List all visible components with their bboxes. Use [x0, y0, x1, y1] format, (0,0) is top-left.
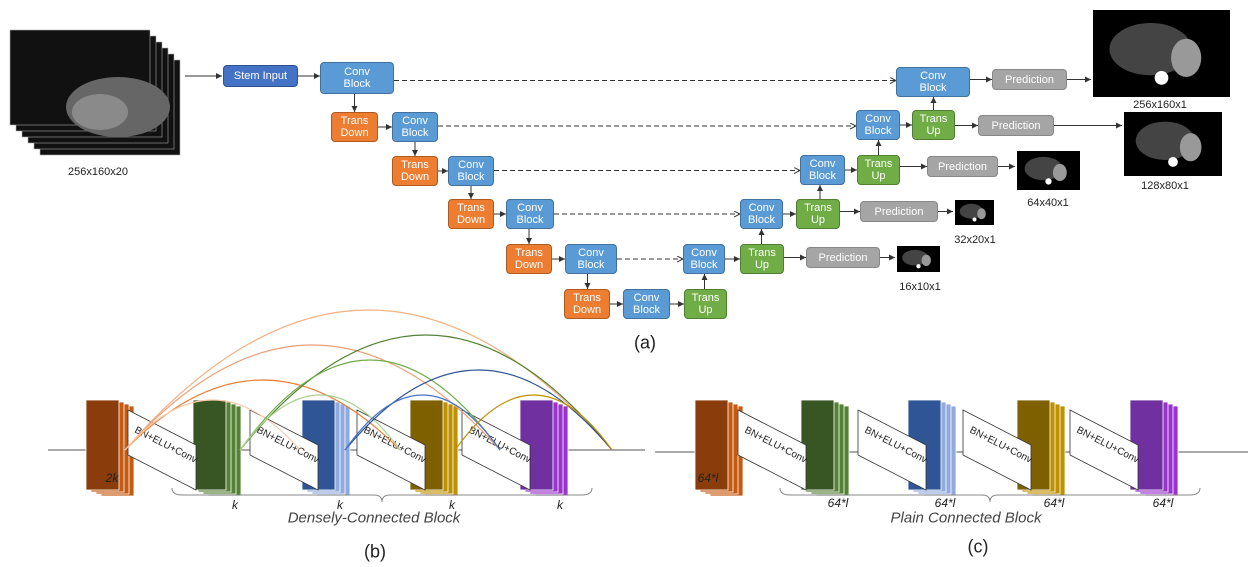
- block-node: Trans Down: [506, 244, 552, 274]
- block-node: Prediction: [806, 247, 880, 268]
- block-node: Conv Block: [740, 199, 783, 229]
- block-node: Conv Block: [896, 67, 970, 97]
- node-label: Trans Up: [916, 113, 952, 137]
- block-node: Prediction: [992, 69, 1067, 90]
- node-label: Trans Up: [688, 292, 724, 316]
- output-spleen: [1180, 133, 1202, 161]
- node-label: Trans Down: [569, 292, 605, 316]
- node-label: Prediction: [1005, 74, 1054, 86]
- channel-size: 64*l: [935, 496, 956, 510]
- block-title: Densely-Connected Block: [288, 510, 461, 527]
- node-label: Conv Block: [397, 115, 433, 139]
- node-label: Trans Down: [397, 159, 433, 183]
- caption: (c): [968, 537, 989, 558]
- block-node: Conv Block: [800, 155, 845, 185]
- block-node: Trans Up: [912, 110, 955, 140]
- block-node: Trans Down: [331, 112, 378, 142]
- node-label: Conv Block: [744, 202, 780, 226]
- block-node: Conv Block: [683, 244, 725, 274]
- input-organ: [72, 94, 128, 130]
- block-node: Conv Block: [856, 110, 900, 140]
- output-spleen: [1053, 164, 1067, 181]
- channel-size: 64*l: [1153, 496, 1174, 510]
- node-label: Stem Input: [234, 70, 287, 82]
- block-node: Conv Block: [392, 112, 438, 142]
- output-vessel: [916, 264, 920, 268]
- node-label: Conv Block: [629, 292, 665, 316]
- output-vessel: [1045, 178, 1051, 184]
- channel-size: 64*l: [1044, 496, 1065, 510]
- block-node: Conv Block: [448, 156, 494, 186]
- output-spleen: [922, 255, 931, 266]
- feature-map: [193, 400, 226, 490]
- output-spleen: [1171, 39, 1201, 77]
- node-label: Trans Up: [744, 247, 780, 271]
- block-node: Trans Up: [857, 155, 900, 185]
- input-size: 256x160x20: [68, 166, 128, 178]
- output-size: 256x160x1: [1133, 99, 1187, 111]
- output-vessel: [1155, 71, 1169, 85]
- output-vessel: [1168, 157, 1178, 167]
- node-label: Prediction: [875, 206, 924, 218]
- block-node: Trans Up: [740, 244, 784, 274]
- channel-size: 64*l: [698, 471, 719, 485]
- figure: BN+ELU+ConvBN+ELU+ConvBN+ELU+ConvBN+ELU+…: [0, 0, 1248, 567]
- output-size: 32x20x1: [954, 234, 996, 246]
- output-size: 16x10x1: [899, 281, 941, 293]
- block-node: Trans Up: [684, 289, 727, 319]
- node-label: Conv Block: [860, 113, 896, 137]
- node-label: Prediction: [938, 161, 987, 173]
- node-label: Prediction: [819, 252, 868, 264]
- node-label: Trans Up: [861, 158, 897, 182]
- block-title: Plain Connected Block: [891, 510, 1042, 527]
- block-node: Stem Input: [223, 65, 298, 87]
- output-size: 128x80x1: [1141, 180, 1189, 192]
- block-node: Trans Down: [564, 289, 610, 319]
- node-label: Conv Block: [686, 247, 722, 271]
- node-label: Trans Down: [337, 115, 373, 139]
- node-label: Conv Block: [573, 247, 609, 271]
- block-node: Conv Block: [623, 289, 670, 319]
- node-label: Prediction: [992, 120, 1041, 132]
- channel-size: k: [232, 498, 238, 512]
- channel-size: k: [557, 498, 563, 512]
- caption: (b): [364, 542, 386, 563]
- block-node: Conv Block: [320, 62, 394, 94]
- node-label: Conv Block: [339, 66, 375, 90]
- node-label: Trans Down: [511, 247, 547, 271]
- node-label: Conv Block: [915, 70, 951, 94]
- output-spleen: [977, 208, 986, 219]
- output-size: 64x40x1: [1027, 197, 1069, 209]
- block-node: Conv Block: [506, 199, 554, 229]
- node-label: Trans Down: [453, 202, 489, 226]
- block-node: Prediction: [927, 156, 998, 177]
- block-node: Trans Up: [796, 199, 840, 229]
- block-node: Conv Block: [565, 244, 617, 274]
- output-vessel: [973, 218, 977, 222]
- block-node: Prediction: [978, 115, 1054, 136]
- node-label: Trans Up: [800, 202, 836, 226]
- node-label: Conv Block: [512, 202, 548, 226]
- node-label: Conv Block: [805, 158, 841, 182]
- channel-size: 2k: [106, 471, 119, 485]
- channel-size: 64*l: [828, 496, 849, 510]
- caption: (a): [634, 333, 656, 354]
- block-node: Trans Down: [392, 156, 438, 186]
- block-node: Trans Down: [448, 199, 494, 229]
- node-label: Conv Block: [453, 159, 489, 183]
- block-node: Prediction: [860, 201, 938, 222]
